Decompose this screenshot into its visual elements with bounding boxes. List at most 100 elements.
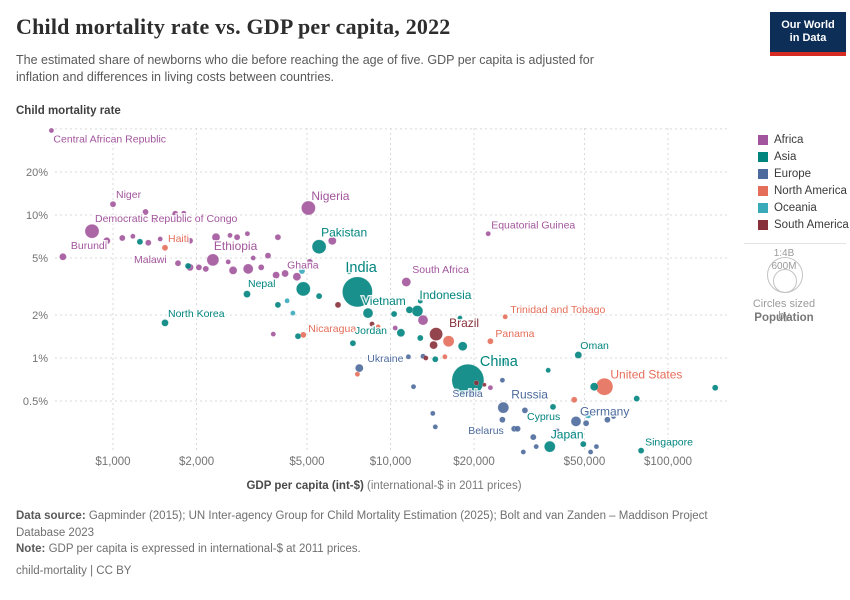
point-indonesia[interactable] [411,305,424,317]
point-asia[interactable] [294,332,302,340]
point-south-africa[interactable] [401,277,412,287]
license-line[interactable]: child-mortality | CC BY [16,564,132,577]
point-africa[interactable] [151,217,157,223]
point-europe[interactable] [499,377,506,383]
point-africa[interactable] [119,234,126,242]
point-africa[interactable] [487,384,494,391]
point-north-america[interactable] [375,324,381,330]
point-africa[interactable] [181,210,187,216]
point-asia[interactable] [349,339,357,347]
point-equatorial-guinea[interactable] [485,230,491,237]
point-oceania[interactable] [290,310,296,316]
point-ethiopia[interactable] [206,253,220,267]
point-south-america[interactable] [369,321,375,327]
point-europe[interactable] [582,419,590,427]
point-africa[interactable] [328,236,337,246]
point-oman[interactable] [574,351,583,359]
point-europe[interactable] [587,449,594,455]
point-democratic-republic-of-congo[interactable] [84,223,100,239]
point-jordan[interactable] [396,328,406,338]
point-asia[interactable] [580,440,587,448]
point-panama[interactable] [487,337,494,345]
point-asia[interactable] [545,367,551,374]
point-nepal[interactable] [243,290,251,298]
point-asia[interactable] [417,334,424,342]
point-vietnam[interactable] [362,307,374,319]
point-asia[interactable] [457,315,463,321]
point-europe[interactable] [533,443,539,450]
point-africa[interactable] [274,233,282,241]
point-africa[interactable] [264,252,272,259]
point-africa[interactable] [272,271,280,279]
point-north-america[interactable] [354,371,361,377]
point-asia[interactable] [405,306,414,314]
point-africa[interactable] [130,233,136,240]
point-trinidad-and-tobago[interactable] [502,314,508,320]
point-oceania[interactable] [298,267,306,275]
point-europe[interactable] [410,383,417,390]
point-south-america[interactable] [423,355,429,361]
point-africa[interactable] [186,237,194,245]
point-singapore[interactable] [637,447,645,454]
point-asia[interactable] [589,382,599,391]
point-asia[interactable] [184,262,192,270]
point-africa[interactable] [270,331,277,337]
owid-logo[interactable]: Our World in Data [770,12,846,56]
point-north-korea[interactable] [161,319,169,327]
point-south-america[interactable] [429,340,438,350]
point-europe[interactable] [530,433,537,441]
point-europe[interactable] [593,443,600,450]
point-africa[interactable] [202,265,210,273]
point-europe[interactable] [554,427,560,434]
point-asia[interactable] [274,301,282,309]
point-africa[interactable] [244,230,251,237]
legend-item-oceania[interactable]: Oceania [758,199,849,216]
point-south-america[interactable] [473,380,480,386]
point-ukraine[interactable] [355,363,364,373]
point-nigeria[interactable] [301,200,316,216]
point-asia[interactable] [136,238,144,246]
point-africa[interactable] [142,208,149,216]
point-burundi[interactable] [59,253,67,261]
legend-item-africa[interactable]: Africa [758,131,849,148]
point-africa[interactable] [103,237,111,245]
point-cyprus[interactable] [549,403,557,411]
point-africa[interactable] [195,264,203,271]
legend-item-europe[interactable]: Europe [758,165,849,182]
point-asia[interactable] [499,357,508,365]
point-pakistan[interactable] [311,239,327,254]
point-europe[interactable] [405,354,412,360]
point-europe[interactable] [521,407,529,414]
point-oceania[interactable] [284,298,290,304]
point-africa[interactable] [306,258,314,266]
point-europe[interactable] [430,410,436,417]
point-asia[interactable] [504,361,511,367]
point-europe[interactable] [432,424,439,430]
point-africa[interactable] [157,236,163,242]
point-europe[interactable] [610,413,617,420]
point-africa[interactable] [233,233,241,241]
point-europe[interactable] [499,416,506,423]
point-south-america[interactable] [334,301,342,309]
point-africa[interactable] [292,272,302,281]
point-central-african-republic[interactable] [48,127,55,134]
legend-item-south-america[interactable]: South America [758,216,849,233]
point-asia[interactable] [315,292,323,300]
point-africa[interactable] [227,232,233,239]
legend-item-asia[interactable]: Asia [758,148,849,165]
point-africa[interactable] [257,264,265,271]
point-africa[interactable] [228,266,238,275]
point-africa[interactable] [145,239,152,246]
point-europe[interactable] [514,425,521,433]
point-asia[interactable] [390,310,398,318]
point-asia[interactable] [346,269,352,275]
point-ghana[interactable] [281,269,289,278]
point-germany[interactable] [570,416,582,427]
point-africa[interactable] [242,263,254,275]
point-europe[interactable] [604,416,611,423]
point-africa[interactable] [171,210,179,218]
point-niger[interactable] [109,200,117,208]
point-asia[interactable] [432,356,439,363]
point-haiti[interactable] [161,244,169,252]
point-brazil[interactable] [429,327,443,341]
